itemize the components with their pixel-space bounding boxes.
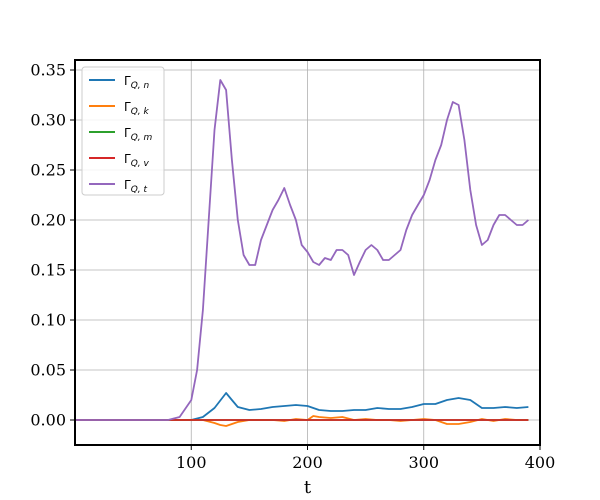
series-line-5 (75, 79, 529, 421)
axis-ticks: 100 200 300 400 0.00 0.05 0.10 0.15 0.20 0.25 0.30… (30, 61, 555, 473)
x-tick-label: 200 (292, 453, 323, 472)
y-tick-label: 0.05 (30, 361, 66, 380)
y-tick-label: 0.30 (30, 111, 66, 130)
x-tick-label: 100 (176, 453, 207, 472)
y-tick-label: 0.20 (30, 211, 66, 230)
y-tick-label: 0.25 (30, 161, 66, 180)
x-tick-label: 400 (525, 453, 556, 472)
series-lines (75, 79, 529, 427)
y-tick-label: 0.00 (30, 411, 66, 430)
legend: ΓQ, nΓQ, kΓQ, mΓQ, vΓQ, t (81, 66, 165, 196)
series-line-2 (75, 415, 529, 427)
y-tick-label: 0.10 (30, 311, 66, 330)
series-line-1 (75, 392, 529, 421)
x-axis-label: t (304, 477, 312, 498)
y-tick-label: 0.15 (30, 261, 66, 280)
legend-box (81, 66, 165, 196)
y-tick-label: 0.35 (30, 61, 66, 80)
x-tick-label: 300 (408, 453, 439, 472)
